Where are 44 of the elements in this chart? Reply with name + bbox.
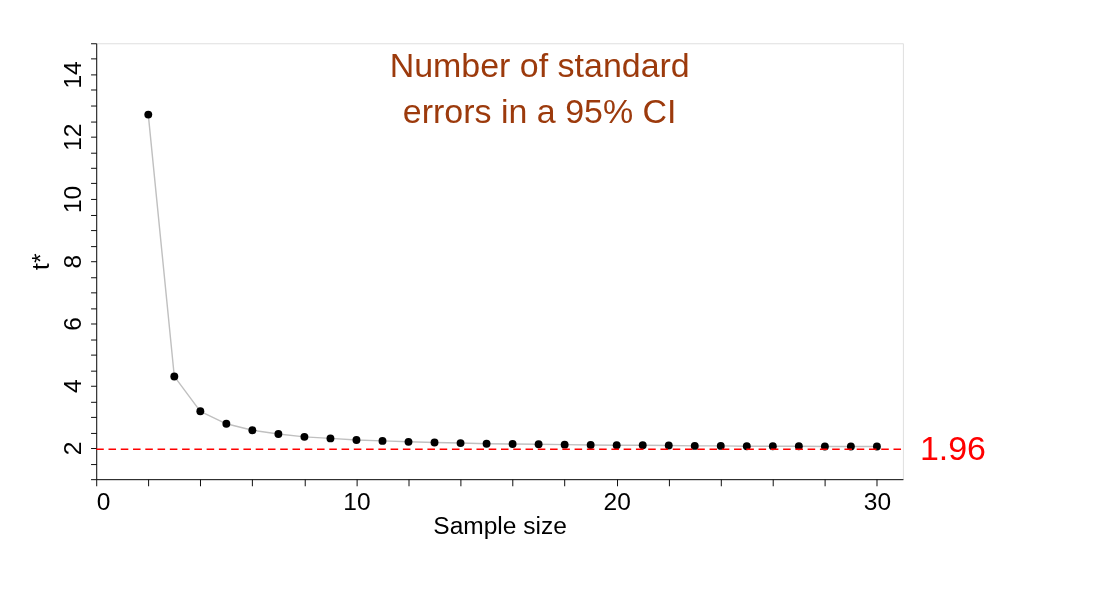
point xyxy=(820,442,829,451)
y-tick-label: 4 xyxy=(58,379,86,394)
y-tick-label: 8 xyxy=(58,254,86,269)
point xyxy=(794,442,803,451)
x-tick-label: 20 xyxy=(603,487,631,515)
x-tick-label: 10 xyxy=(343,487,371,515)
point xyxy=(768,442,777,451)
point xyxy=(612,441,621,450)
point xyxy=(482,439,491,448)
x-axis-title: Sample size xyxy=(433,512,567,540)
point xyxy=(326,434,335,443)
x-tick-label: 30 xyxy=(863,487,892,515)
point xyxy=(846,442,855,451)
point xyxy=(222,419,231,428)
point xyxy=(170,372,179,381)
point xyxy=(742,442,751,451)
point xyxy=(690,441,699,450)
point xyxy=(248,426,257,435)
point xyxy=(352,436,361,444)
y-tick-label: 2 xyxy=(58,441,86,456)
ref-line-label: 1.96 xyxy=(919,428,987,467)
point xyxy=(638,441,647,450)
point xyxy=(534,440,543,449)
text: Number of standard errors in a 95% CI xyxy=(389,46,690,130)
point xyxy=(716,441,725,450)
point xyxy=(456,439,465,448)
point xyxy=(664,441,673,450)
point xyxy=(144,110,153,119)
point xyxy=(560,440,569,449)
y-tick-label: 10 xyxy=(58,185,86,214)
point xyxy=(404,437,413,446)
point xyxy=(196,407,205,416)
y-axis-title: t* xyxy=(26,253,54,270)
point xyxy=(300,432,309,441)
point xyxy=(508,440,517,448)
y-tick-label: 6 xyxy=(58,317,86,331)
y-tick-label: 12 xyxy=(58,123,86,151)
point xyxy=(872,442,881,451)
y-tick-label: 14 xyxy=(58,61,86,89)
x-tick-label: 0 xyxy=(96,487,111,515)
point xyxy=(274,430,283,438)
point xyxy=(430,438,439,447)
point xyxy=(586,441,595,449)
point xyxy=(378,436,387,445)
